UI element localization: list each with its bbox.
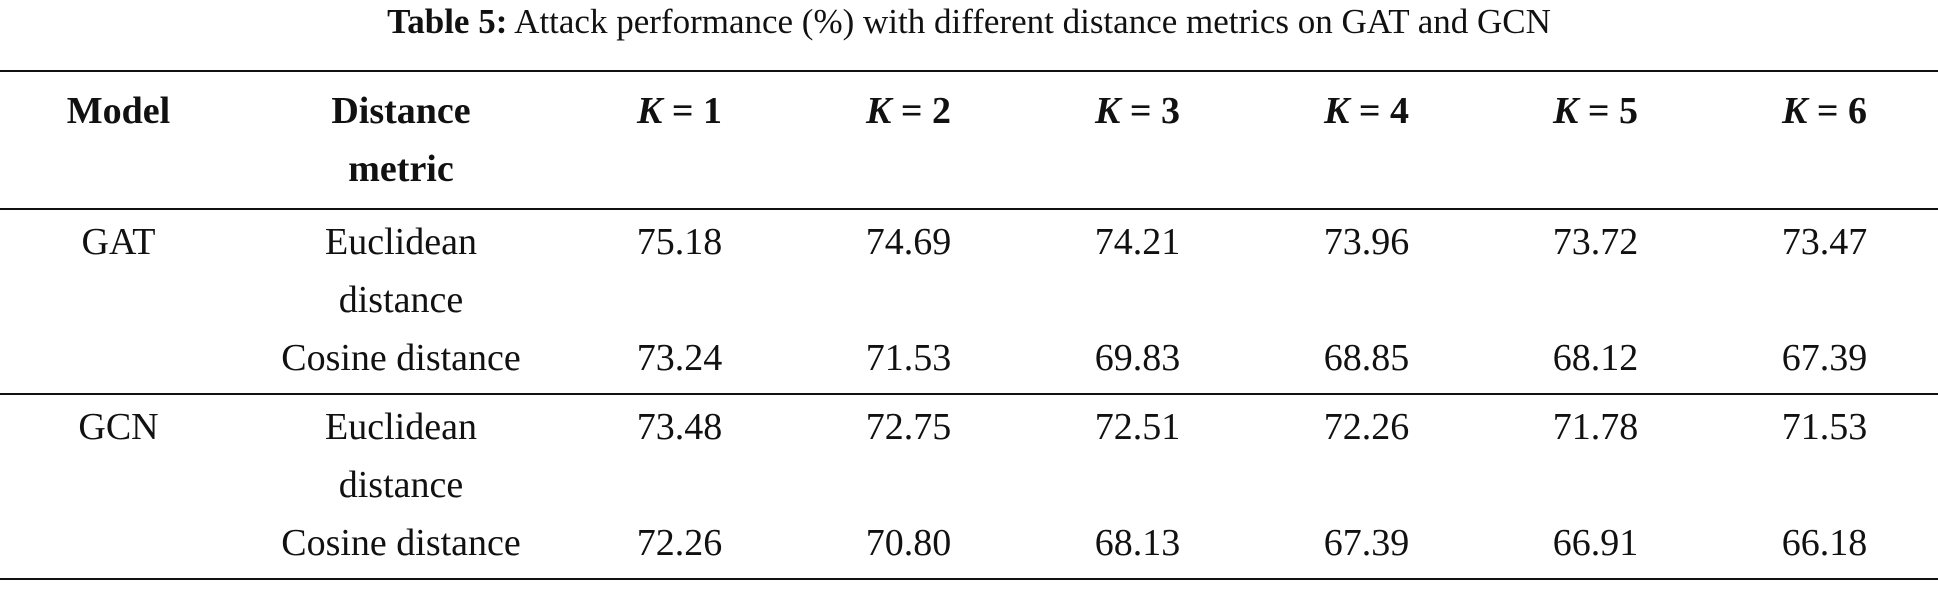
value-cell: 73.72 [1552,221,1639,263]
results-table: Model Distance metric K = 1 K = 2 K = 3 … [0,70,1938,580]
table-caption-text: Attack performance (%) with different di… [507,2,1551,41]
model-cell: GCN [78,406,159,448]
value-cell: 74.21 [1094,221,1181,263]
k-value: = 1 [671,90,722,132]
k-symbol: K [1552,90,1579,132]
k-symbol: K [1094,90,1121,132]
k-symbol: K [865,90,892,132]
value-cell: 74.69 [865,221,952,263]
value-cell: 71.53 [1781,406,1868,448]
value-cell: 73.24 [636,337,723,379]
header-distance-metric: Distance metric [237,71,565,209]
value-cell: 71.78 [1552,406,1639,448]
header-k5: K = 5 [1481,71,1710,209]
k-value: = 6 [1816,90,1867,132]
metric-cell: Euclidean distance [237,209,565,329]
table-caption: Table 5: Attack performance (%) with dif… [0,0,1938,50]
table-group-gcn: GCN Euclidean distance 73.48 72.75 72.51… [0,394,1938,579]
metric-line2: distance [338,464,464,506]
metric-line2: distance [338,279,464,321]
k-symbol: K [1781,90,1808,132]
value-cell: 72.75 [865,406,952,448]
table-group-gat: GAT Euclidean distance 75.18 74.69 74.21… [0,209,1938,394]
k-value: = 3 [1129,90,1180,132]
value-cell: 70.80 [865,522,952,564]
value-cell: 69.83 [1094,337,1181,379]
model-cell-empty [0,514,237,579]
table-caption-label: Table 5: [387,2,508,41]
value-cell: 73.47 [1781,221,1868,263]
table-header: Model Distance metric K = 1 K = 2 K = 3 … [0,71,1938,209]
header-row: Model Distance metric K = 1 K = 2 K = 3 … [0,71,1938,209]
header-metric-line2: metric [348,148,454,190]
value-cell: 71.53 [865,337,952,379]
value-cell: 72.26 [1323,406,1410,448]
model-cell: GAT [81,221,156,263]
table-row: GCN Euclidean distance 73.48 72.75 72.51… [0,394,1938,514]
k-value: = 4 [1358,90,1409,132]
metric-cell: Cosine distance [281,337,521,379]
model-cell-empty [0,329,237,394]
value-cell: 66.18 [1781,522,1868,564]
table-row: Cosine distance 72.26 70.80 68.13 67.39 … [0,514,1938,579]
metric-cell: Cosine distance [281,522,521,564]
header-k1: K = 1 [565,71,794,209]
metric-cell: Euclidean distance [237,394,565,514]
value-cell: 72.51 [1094,406,1181,448]
table-row: Cosine distance 73.24 71.53 69.83 68.85 … [0,329,1938,394]
metric-line1: Euclidean [325,221,477,263]
value-cell: 68.12 [1552,337,1639,379]
value-cell: 72.26 [636,522,723,564]
table-row: GAT Euclidean distance 75.18 74.69 74.21… [0,209,1938,329]
header-k4: K = 4 [1252,71,1481,209]
value-cell: 66.91 [1552,522,1639,564]
header-model: Model [66,90,171,132]
value-cell: 68.85 [1323,337,1410,379]
value-cell: 73.96 [1323,221,1410,263]
value-cell: 67.39 [1781,337,1868,379]
header-k2: K = 2 [794,71,1023,209]
header-metric-line1: Distance [331,90,471,132]
k-value: = 2 [900,90,951,132]
header-k3: K = 3 [1023,71,1252,209]
value-cell: 75.18 [636,221,723,263]
value-cell: 68.13 [1094,522,1181,564]
k-value: = 5 [1587,90,1638,132]
value-cell: 67.39 [1323,522,1410,564]
value-cell: 73.48 [636,406,723,448]
metric-line1: Euclidean [325,406,477,448]
k-symbol: K [1323,90,1350,132]
header-k6: K = 6 [1710,71,1938,209]
k-symbol: K [636,90,663,132]
